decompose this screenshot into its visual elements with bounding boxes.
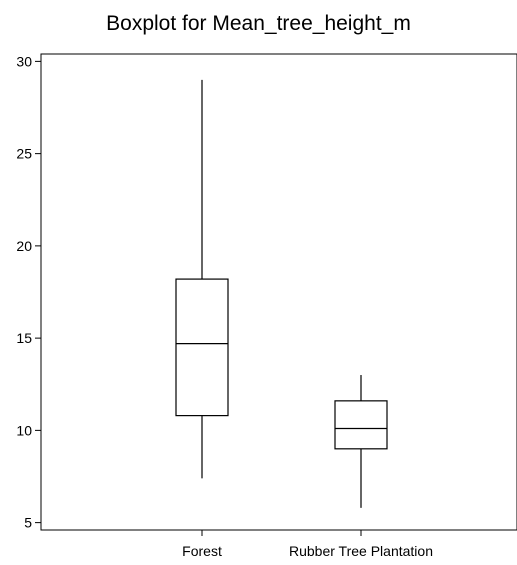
y-axis-ticks: 5 10 15 20 25 30 — [16, 53, 41, 531]
y-tick-label: 20 — [16, 238, 32, 254]
interquartile-box — [334, 400, 388, 450]
x-tick-label: Rubber Tree Plantation — [289, 543, 433, 559]
box-1 — [334, 375, 388, 508]
box-0 — [175, 79, 229, 479]
plot-frame — [40, 53, 517, 531]
y-tick-label: 10 — [16, 422, 32, 438]
y-tick-label: 25 — [16, 146, 32, 162]
boxes — [175, 79, 388, 508]
x-tick-label: Forest — [182, 543, 222, 559]
chart-title: Boxplot for Mean_tree_height_m — [106, 12, 411, 35]
y-tick-label: 5 — [24, 515, 32, 531]
y-tick-label: 15 — [16, 330, 32, 346]
interquartile-box — [175, 278, 229, 417]
x-axis-labels: Forest Rubber Tree Plantation — [182, 530, 433, 559]
y-tick-label: 30 — [16, 53, 32, 69]
